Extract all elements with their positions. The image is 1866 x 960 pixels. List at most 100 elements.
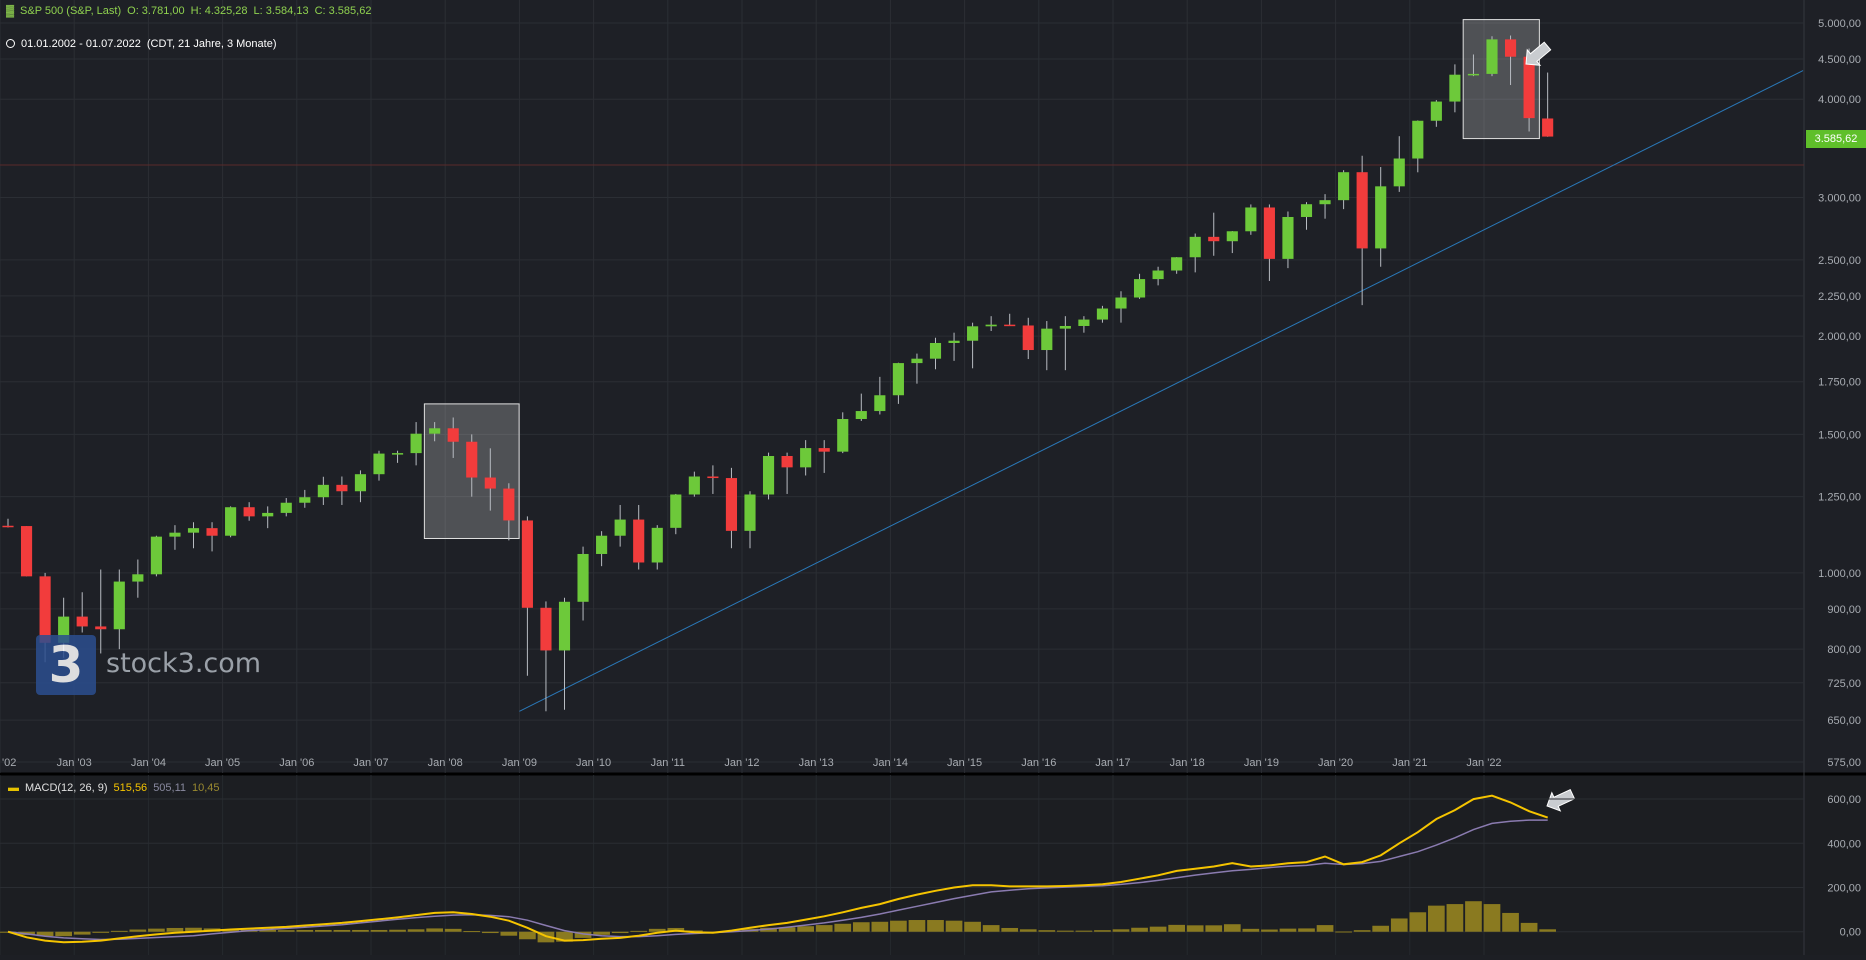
symbol-name[interactable]: S&P 500 (S&P, Last) bbox=[20, 5, 122, 17]
candle-body bbox=[336, 484, 348, 492]
histogram-bar bbox=[648, 928, 666, 932]
candle-body bbox=[1319, 200, 1331, 205]
histogram-bar bbox=[797, 926, 814, 932]
annotation-arrow-icon[interactable] bbox=[1520, 38, 1554, 71]
candle-body bbox=[1504, 39, 1517, 57]
candle-body bbox=[354, 474, 367, 492]
candle-body bbox=[855, 411, 867, 420]
candle-body bbox=[614, 519, 626, 536]
candle-body bbox=[558, 601, 571, 651]
annotation-arrow-icon[interactable] bbox=[1543, 785, 1577, 815]
histogram-bar bbox=[778, 927, 796, 932]
candle-body bbox=[967, 326, 979, 341]
signal-line bbox=[7, 819, 1548, 941]
candle-body bbox=[58, 616, 70, 643]
histogram-bar bbox=[444, 928, 462, 932]
price-tick-label: 800,00 bbox=[1827, 644, 1861, 656]
candle-body bbox=[39, 576, 51, 643]
histogram-value: 10,45 bbox=[192, 782, 220, 794]
candle-body bbox=[670, 494, 682, 528]
histogram-bar bbox=[927, 920, 944, 932]
macd-tick-label: 200,00 bbox=[1827, 883, 1861, 895]
candle-body bbox=[2, 525, 14, 528]
candle-body bbox=[1486, 39, 1498, 74]
histogram-bar bbox=[1465, 901, 1482, 932]
date-range[interactable]: 01.01.2002 - 01.07.2022 bbox=[21, 38, 141, 50]
chart-type-icon[interactable]: ▓ bbox=[6, 5, 15, 17]
candle-body bbox=[113, 581, 125, 630]
price-tick-label: 4.500,00 bbox=[1818, 54, 1861, 66]
candle-body bbox=[299, 497, 311, 503]
histogram-bar bbox=[1131, 927, 1148, 932]
candle-body bbox=[132, 574, 144, 582]
candle-body bbox=[1171, 257, 1183, 271]
histogram-bar bbox=[1149, 926, 1167, 932]
histogram-bar bbox=[1316, 925, 1334, 932]
stock3-logo-icon: 3 bbox=[36, 635, 96, 695]
histogram-bar bbox=[1409, 912, 1427, 932]
histogram-bar bbox=[852, 922, 870, 932]
histogram-bar bbox=[593, 931, 610, 935]
price-header: ▓ S&P 500 (S&P, Last) O: 3.781,00 H: 4.325,… bbox=[6, 5, 377, 17]
logo-text: stock3.com bbox=[106, 648, 262, 679]
time-tick-label: Jan '08 bbox=[428, 757, 463, 769]
histogram-bar bbox=[630, 930, 648, 932]
histogram-bar bbox=[686, 930, 703, 932]
histogram-bar bbox=[1223, 924, 1241, 932]
price-tick-label: 2.250,00 bbox=[1818, 291, 1861, 303]
histogram-bar bbox=[1520, 922, 1538, 932]
candle-body bbox=[874, 395, 886, 412]
macd-tick-label: 600,00 bbox=[1827, 794, 1861, 806]
candle-body bbox=[837, 419, 849, 452]
histogram-bar bbox=[908, 920, 926, 932]
last-price-tag: 3.585,62 bbox=[1806, 130, 1866, 148]
candle-body bbox=[985, 324, 997, 327]
candle-body bbox=[651, 527, 663, 563]
price-tick-label: 3.000,00 bbox=[1818, 193, 1861, 205]
price-tick-label: 575,00 bbox=[1827, 757, 1861, 769]
candle-body bbox=[1412, 120, 1424, 159]
histogram-bar bbox=[1279, 928, 1297, 932]
candle-body bbox=[1041, 328, 1053, 351]
candle-body bbox=[262, 512, 274, 517]
time-tick-label: Jan '07 bbox=[353, 757, 388, 769]
histogram-bar bbox=[1242, 928, 1260, 932]
macd-label[interactable]: MACD(12, 26, 9) bbox=[25, 782, 108, 794]
histogram-bar bbox=[110, 930, 128, 932]
histogram-bar bbox=[1038, 930, 1056, 932]
macd-header: ▬ MACD(12, 26, 9) 515,56 505,11 10,45 bbox=[8, 782, 226, 794]
candle-body bbox=[1449, 74, 1461, 102]
candle-body bbox=[1263, 207, 1275, 259]
histogram-bar bbox=[871, 921, 889, 932]
date-range-header: 01.01.2002 - 01.07.2022 (CDT, 21 Jahre, 3… bbox=[6, 38, 283, 50]
candle-body bbox=[707, 476, 719, 479]
histogram-bar bbox=[315, 929, 332, 932]
candle-body bbox=[948, 340, 960, 343]
close-value: C: 3.585,62 bbox=[314, 5, 372, 17]
price-tick-label: 1.000,00 bbox=[1818, 568, 1861, 580]
price-tick-label: 1.750,00 bbox=[1818, 377, 1861, 389]
candle-body bbox=[466, 441, 478, 478]
candle-body bbox=[1208, 236, 1220, 242]
price-tick-label: 900,00 bbox=[1827, 604, 1861, 616]
candle-body bbox=[1133, 279, 1146, 298]
candle-body bbox=[1022, 325, 1034, 351]
histogram-bar bbox=[426, 928, 443, 932]
candle-body bbox=[744, 494, 756, 531]
candle-body bbox=[484, 477, 496, 489]
candle-body bbox=[911, 358, 923, 364]
candle-body bbox=[540, 607, 552, 651]
histogram-bar bbox=[1335, 931, 1352, 933]
histogram-bar bbox=[55, 931, 72, 937]
candle-body bbox=[521, 520, 533, 608]
candle-body bbox=[577, 553, 589, 602]
histogram-bar bbox=[73, 931, 91, 935]
time-tick-label: Jan '17 bbox=[1095, 757, 1130, 769]
histogram-bar bbox=[370, 929, 388, 932]
histogram-bar bbox=[1001, 927, 1019, 932]
histogram-bar bbox=[1390, 918, 1408, 932]
histogram-bar bbox=[277, 930, 295, 932]
time-tick-label: Jan '14 bbox=[873, 757, 908, 769]
histogram-bar bbox=[407, 929, 425, 932]
